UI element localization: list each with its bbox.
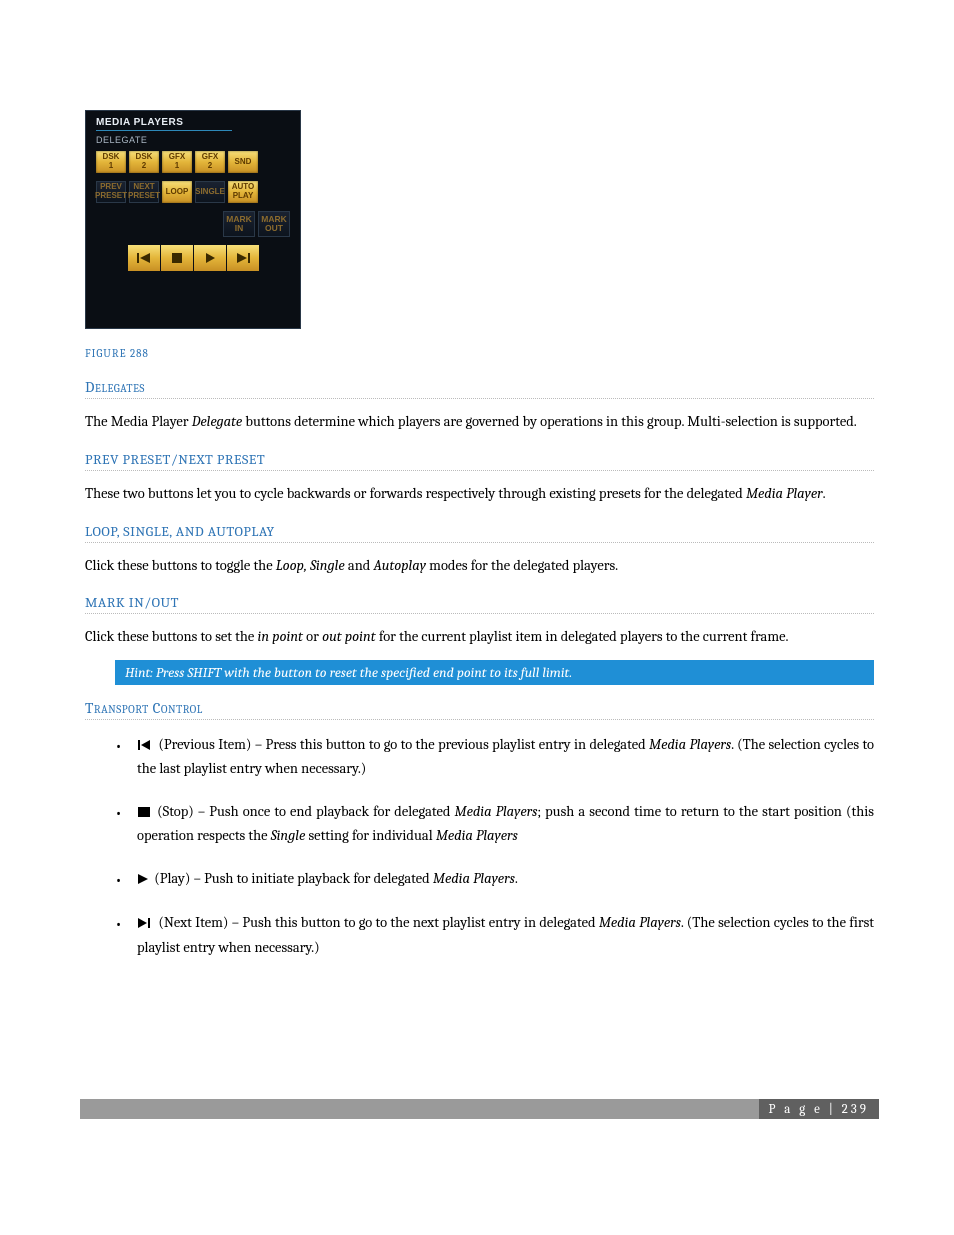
list-item: (Play) – Push to initiate playback for d… [115, 868, 874, 892]
heading-prev-next: PREV PRESET/NEXT PRESET [85, 451, 874, 471]
transport-prev-button [128, 245, 160, 271]
list-item: (Stop) – Push once to end playback for d… [115, 801, 874, 848]
play-icon [137, 870, 149, 892]
transport-list: (Previous Item) – Press this button to g… [85, 734, 874, 959]
prev-item-icon [137, 736, 153, 758]
panel-button: DSK2 [129, 151, 159, 173]
panel-button: MARKOUT [258, 211, 290, 237]
delegate-row: DSK1DSK2GFX1GFX2SND [96, 151, 290, 173]
panel-button: MARKIN [223, 211, 255, 237]
transport-play-button [194, 245, 226, 271]
heading-transport: Transport Control [85, 699, 874, 720]
loop-body: Click these buttons to toggle the Loop, … [85, 555, 874, 577]
panel-button: GFX2 [195, 151, 225, 173]
panel-button: SND [228, 151, 258, 173]
heading-delegates: Delegates [85, 378, 874, 399]
figure-caption: FIGURE 288 [85, 347, 874, 360]
panel-button: AUTOPLAY [228, 181, 258, 203]
panel-subtitle: DELEGATE [96, 135, 290, 145]
transport-row [96, 245, 290, 271]
mark-body: Click these buttons to set the in point … [85, 626, 874, 648]
list-item: (Next Item) – Push this button to go to … [115, 912, 874, 959]
panel-button: GFX1 [162, 151, 192, 173]
preset-row: PREVPRESETNEXTPRESETLOOPSINGLEAUTOPLAY [96, 181, 290, 203]
panel-title: MEDIA PLAYERS [96, 117, 232, 131]
mark-row: MARKINMARKOUT [96, 211, 290, 237]
panel-button: SINGLE [195, 181, 225, 203]
heading-mark: MARK IN/OUT [85, 594, 874, 614]
panel-button: LOOP [162, 181, 192, 203]
delegates-body: The Media Player Delegate buttons determ… [85, 411, 874, 433]
page-number: P a g e | 239 [759, 1099, 880, 1119]
panel-button: DSK1 [96, 151, 126, 173]
hint-box: Hint: Press SHIFT with the button to res… [115, 660, 874, 685]
transport-next-button [227, 245, 259, 271]
transport-stop-button [161, 245, 193, 271]
prev-next-body: These two buttons let you to cycle backw… [85, 483, 874, 505]
panel-button: NEXTPRESET [129, 181, 159, 203]
list-item: (Previous Item) – Press this button to g… [115, 734, 874, 781]
stop-icon [137, 803, 151, 825]
page-footer: P a g e | 239 [80, 1099, 879, 1119]
heading-loop: LOOP, SINGLE, AND AUTOPLAY [85, 523, 874, 543]
media-players-panel: MEDIA PLAYERS DELEGATE DSK1DSK2GFX1GFX2S… [85, 110, 301, 329]
panel-button: PREVPRESET [96, 181, 126, 203]
next-item-icon [137, 914, 153, 936]
